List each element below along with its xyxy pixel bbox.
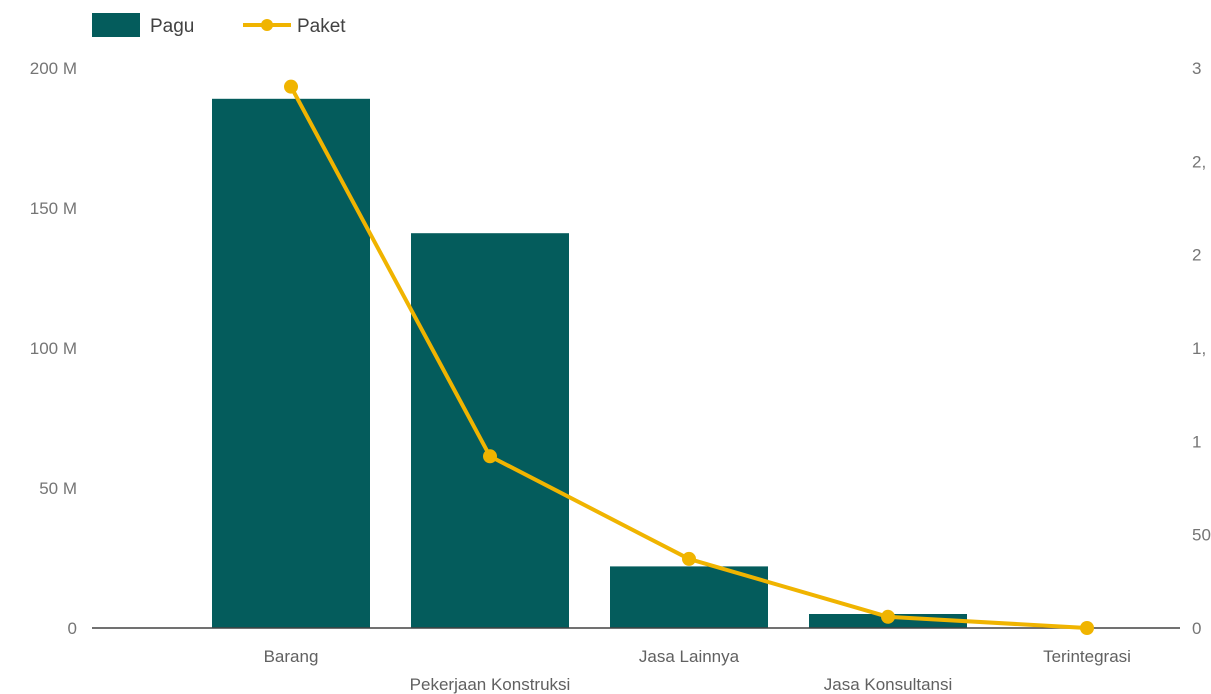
legend-item-pagu[interactable]: Pagu <box>92 13 194 37</box>
category-label: Terintegrasi <box>1043 647 1131 666</box>
right-tick-label: 0 <box>1192 619 1201 638</box>
paket-point <box>881 609 895 624</box>
category-label: Barang <box>264 647 319 666</box>
bar-pekerjaan-konstruksi <box>411 233 569 628</box>
left-axis: 0 50 M 100 M 150 M 200 M <box>30 59 77 638</box>
category-label: Pekerjaan Konstruksi <box>410 675 571 694</box>
paket-line <box>289 85 1088 630</box>
paket-line-series <box>284 79 1094 635</box>
left-tick-label: 50 M <box>39 479 77 498</box>
right-tick-label: 2, <box>1192 152 1206 171</box>
legend-swatch-pagu <box>92 13 140 37</box>
right-tick-label: 1, <box>1192 339 1206 358</box>
left-tick-label: 200 M <box>30 59 77 78</box>
legend: Pagu Paket <box>92 13 346 37</box>
legend-marker-paket <box>261 19 273 31</box>
right-tick-label: 3 <box>1192 59 1201 78</box>
category-label: Jasa Lainnya <box>639 647 740 666</box>
bar-jasa-lainnya <box>610 566 768 628</box>
pagu-bars <box>212 98 967 629</box>
paket-point <box>1080 621 1094 635</box>
right-tick-label: 1 <box>1192 432 1201 451</box>
right-axis: 0 50 1 1, 2 2, 3 <box>1192 59 1211 638</box>
left-tick-label: 150 M <box>30 199 77 218</box>
paket-point <box>284 79 298 94</box>
legend-label-pagu: Pagu <box>150 16 194 37</box>
category-label: Jasa Konsultansi <box>824 675 953 694</box>
paket-point <box>483 449 497 464</box>
category-labels: Barang Pekerjaan Konstruksi Jasa Lainnya Ja… <box>264 647 1131 694</box>
right-tick-label: 2 <box>1192 246 1201 265</box>
bar-barang <box>212 98 370 629</box>
left-tick-label: 0 <box>68 619 77 638</box>
paket-point <box>682 551 696 566</box>
left-tick-label: 100 M <box>30 339 77 358</box>
legend-label-paket: Paket <box>297 16 346 37</box>
legend-item-paket[interactable]: Paket <box>243 16 346 37</box>
right-tick-label: 50 <box>1192 526 1211 545</box>
